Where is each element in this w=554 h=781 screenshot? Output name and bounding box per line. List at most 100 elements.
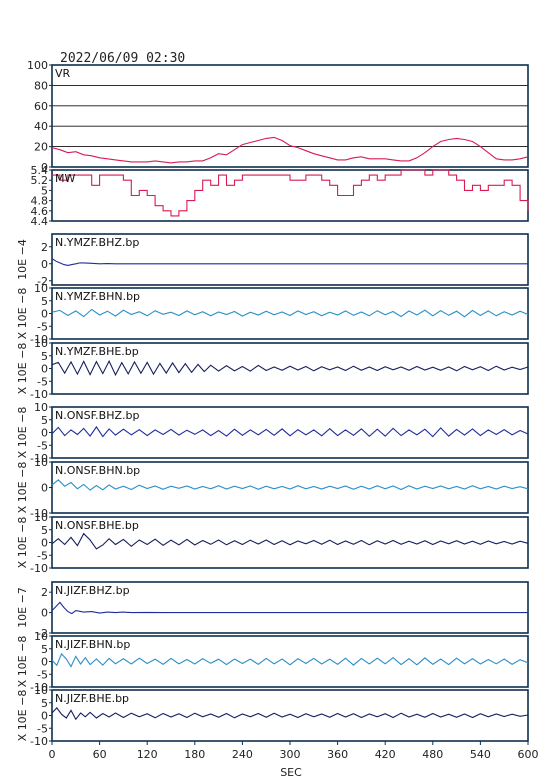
- panel-10-label: N.JIZF.BHE.bp: [55, 692, 129, 705]
- panel-6-ylabel: X 10E −8: [16, 462, 29, 514]
- panel-5-ytick-label-1: -5: [37, 439, 48, 452]
- panel-7-ylabel: X 10E −8: [16, 517, 29, 569]
- panel-8-series-line: [51, 601, 528, 615]
- panel-2-ytick-label-2: 2: [41, 241, 48, 254]
- panel-9-series-line: [51, 652, 529, 668]
- panel-10-ytick-label-2: 0: [41, 710, 48, 723]
- panel-2-ytick-label-0: -2: [37, 275, 48, 288]
- panel-0: 0 20 40 60 80 100 VR: [27, 59, 529, 174]
- panel-1-label: MW: [55, 172, 75, 185]
- panel-1-ytick-label-2: 4.8: [31, 195, 49, 208]
- panel-7-ytick-label-4: 10: [34, 511, 48, 524]
- panel-2-ytick-label-1: 0: [41, 258, 48, 271]
- panel-1-ytick-label-1: 4.6: [31, 205, 49, 218]
- panel-6-ytick-label-0: -10: [30, 507, 48, 520]
- panel-2-label: N.YMZF.BHZ.bp: [55, 236, 139, 249]
- x-tick-label-1: 60: [93, 748, 107, 761]
- panel-7-ytick-label-3: 5: [41, 524, 48, 537]
- panel-7-ytick-label-1: -5: [37, 549, 48, 562]
- panel-6: -10 0 10 N.ONSF.BHN.bp X 10E −8: [16, 456, 529, 520]
- panel-6-series-line: [51, 479, 529, 491]
- panel-7-ytick-label-2: 0: [41, 537, 48, 550]
- panel-0-ytick-label-3: 60: [34, 100, 48, 113]
- panel-3-series-line: [51, 308, 529, 318]
- panel-1-ytick-label-5: 5.4: [31, 164, 49, 177]
- panel-4-ytick-label-1: -5: [37, 375, 48, 388]
- panel-10-ytick-label-1: -5: [37, 722, 48, 735]
- panel-3-ytick-label-3: 5: [41, 295, 48, 308]
- panel-4-label: N.YMZF.BHE.bp: [55, 345, 139, 358]
- panel-5-series-line: [51, 425, 529, 438]
- panel-1-ytick-label-0: 4.4: [31, 215, 49, 228]
- panel-0-frame: [51, 64, 529, 168]
- panel-5-ytick-label-2: 0: [41, 427, 48, 440]
- panel-9-label: N.JIZF.BHN.bp: [55, 638, 130, 651]
- panel-10-ytick-label-3: 5: [41, 697, 48, 710]
- panel-1-frame: [51, 169, 529, 222]
- panel-8-ytick-label-1: 0: [41, 607, 48, 620]
- panel-3-ytick-label-1: -5: [37, 320, 48, 333]
- figure-timestamp: 2022/06/09 02:30: [60, 51, 185, 66]
- panel-3-ytick-label-4: 10: [34, 282, 48, 295]
- panel-4-ytick-label-0: -10: [30, 388, 48, 401]
- x-tick-label-0: 0: [49, 748, 56, 761]
- panel-5-ytick-label-0: -10: [30, 452, 48, 465]
- panel-3-ytick-label-0: -10: [30, 333, 48, 346]
- panel-10-ytick-label-0: -10: [30, 735, 48, 748]
- panel-10-series-line: [51, 707, 529, 721]
- panel-0-ytick-label-2: 40: [34, 120, 48, 133]
- panel-0-ytick-label-0: 0: [41, 161, 48, 174]
- x-tick-label-7: 420: [375, 748, 396, 761]
- panel-1: 4.44.64.855.25.4 MW: [31, 164, 529, 228]
- panel-10-ytick-label-4: 10: [34, 684, 48, 697]
- x-tick-label-9: 540: [470, 748, 491, 761]
- panel-5-ylabel: X 10E −8: [16, 407, 29, 459]
- panel-8: -2 0 2 N.JIZF.BHZ.bp 10E −7: [16, 581, 529, 640]
- panel-8-ytick-label-0: -2: [37, 627, 48, 640]
- panel-0-ytick-label-4: 80: [34, 79, 48, 92]
- x-tick-label-8: 480: [422, 748, 443, 761]
- panel-9-ytick-label-0: -10: [30, 681, 48, 694]
- panel-9-ytick-label-3: 5: [41, 643, 48, 656]
- panel-7-series-line: [51, 532, 529, 550]
- panel-1-ytick-label-4: 5.2: [31, 174, 49, 187]
- panel-4-ylabel: X 10E −8: [16, 343, 29, 395]
- x-axis: 0 60 120 180 240 300 360 420 480 540 600: [49, 741, 539, 761]
- panel-6-ytick-label-1: 0: [41, 482, 48, 495]
- panel-8-ylabel: 10E −7: [16, 587, 29, 628]
- panel-9-ytick-label-4: 10: [34, 630, 48, 643]
- panel-5-ytick-label-3: 5: [41, 414, 48, 427]
- panel-9-ylabel: X 10E −8: [16, 636, 29, 688]
- panel-5-label: N.ONSF.BHZ.bp: [55, 409, 139, 422]
- x-tick-label-2: 120: [137, 748, 158, 761]
- panel-3-ytick-label-2: 0: [41, 308, 48, 321]
- panel-10-ylabel: X 10E −8: [16, 690, 29, 742]
- panel-4-ytick-label-4: 10: [34, 337, 48, 350]
- panel-2-frame: [51, 233, 529, 286]
- panel-3-ylabel: X 10E −8: [16, 288, 29, 340]
- panel-8-ytick-label-2: 2: [41, 586, 48, 599]
- panel-2-ylabel: 10E −4: [16, 239, 29, 280]
- panel-9-ytick-label-1: -5: [37, 668, 48, 681]
- panel-4-ytick-label-2: 0: [41, 363, 48, 376]
- panel-7-label: N.ONSF.BHE.bp: [55, 519, 139, 532]
- x-axis-title: SEC: [280, 766, 302, 779]
- panel-8-frame: [51, 581, 529, 634]
- panel-9-ytick-label-2: 0: [41, 656, 48, 669]
- panel-4-series-line: [51, 359, 529, 377]
- x-tick-label-3: 180: [184, 748, 205, 761]
- x-tick-label-5: 300: [280, 748, 301, 761]
- panel-1-series-line: [52, 169, 529, 217]
- panel-0-ytick-label-1: 20: [34, 141, 48, 154]
- panel-3-label: N.YMZF.BHN.bp: [55, 290, 140, 303]
- panel-4-ytick-label-3: 5: [41, 350, 48, 363]
- x-tick-label-4: 240: [232, 748, 253, 761]
